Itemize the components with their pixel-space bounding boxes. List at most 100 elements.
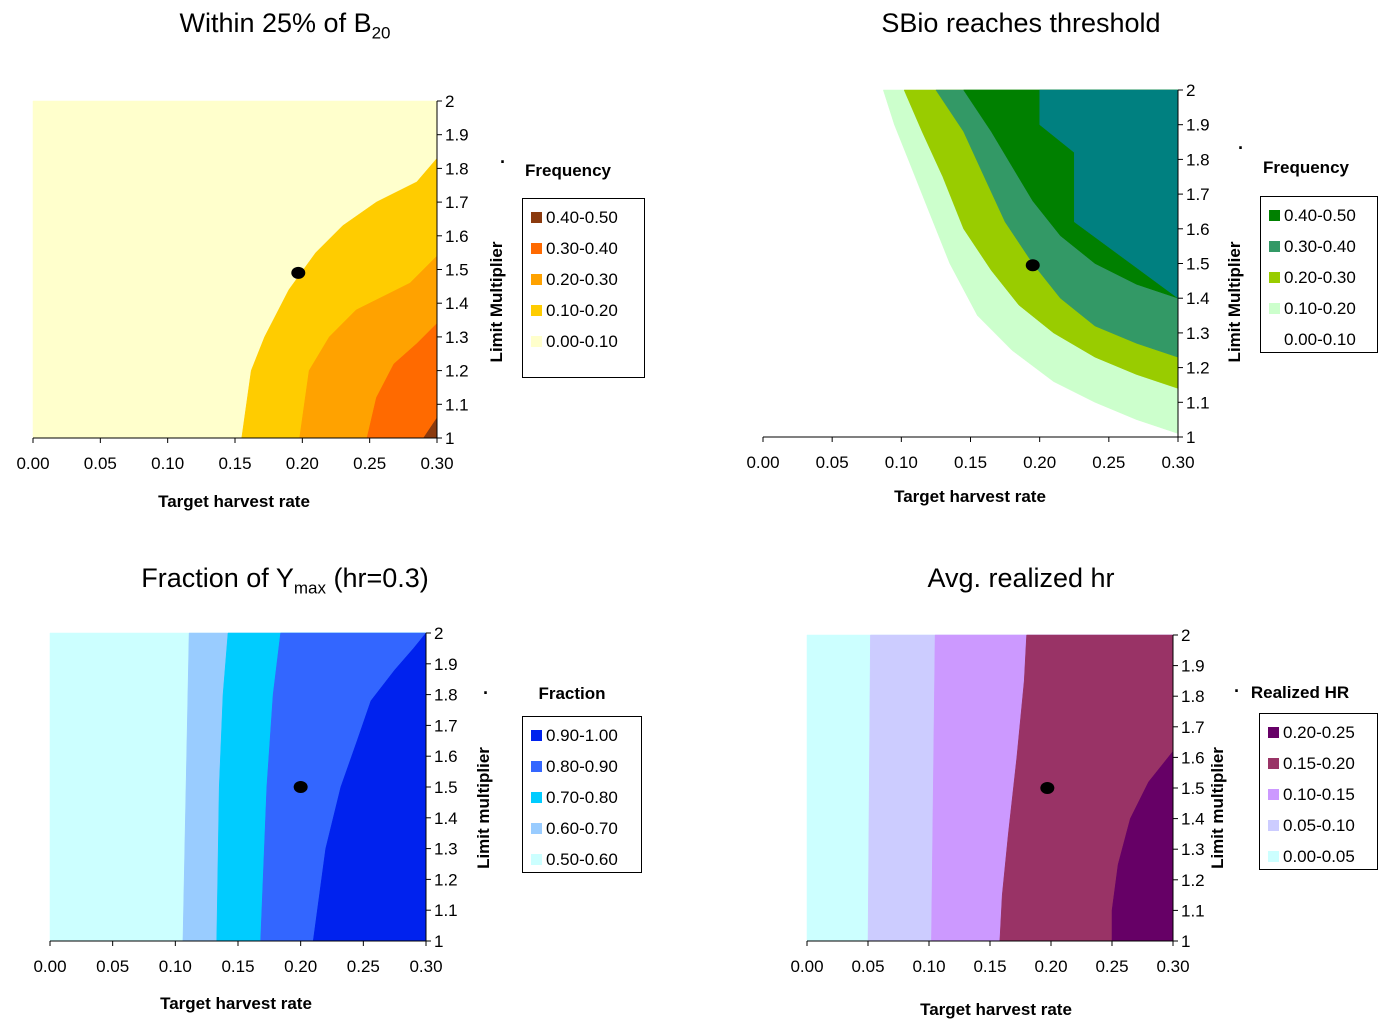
legend-swatch xyxy=(531,336,542,347)
x-tick-label: 0.10 xyxy=(159,957,192,976)
marker-dot: · xyxy=(1234,681,1240,701)
legend-swatch xyxy=(531,854,542,865)
legend-item: 0.00-0.10 xyxy=(531,326,638,357)
y-tick-label: 2 xyxy=(1186,81,1195,100)
chart-title: SBio reaches threshold xyxy=(881,8,1161,38)
chart-panel-sbio-threshold: 0.00 0.05 0.10 0.15 0.20 0.25 0.30 1 1.1 1.2 1.3 1.… xyxy=(689,0,1378,511)
legend-swatch xyxy=(531,730,542,741)
x-tick-label: 0.30 xyxy=(1161,453,1194,472)
y-tick-label: 1.1 xyxy=(445,395,469,414)
y-tick-label: 1.2 xyxy=(445,362,469,381)
x-tick-label: 0.10 xyxy=(151,454,184,473)
x-tick-label: 0.00 xyxy=(33,957,66,976)
legend-label: 0.20-0.30 xyxy=(1284,267,1356,287)
legend-item: 0.10-0.20 xyxy=(1269,293,1371,324)
x-tick-label: 0.00 xyxy=(16,454,49,473)
x-tick-label: 0.05 xyxy=(851,957,884,976)
y-tick-label: 1.7 xyxy=(1181,718,1205,737)
y-tick-label: 1.8 xyxy=(445,159,469,178)
chart-svg: 0.00 0.05 0.10 0.15 0.20 0.25 0.30 1 1.1 1.2 1.3 1.… xyxy=(746,81,1210,472)
x-tick-label: 0.25 xyxy=(1095,957,1128,976)
legend-label: 0.80-0.90 xyxy=(546,756,618,776)
chart-svg: 0.00 0.05 0.10 0.15 0.20 0.25 0.30 1 1.1 1.2 1.3 1.… xyxy=(790,626,1205,976)
legend-swatch xyxy=(531,305,542,316)
y-tick-label: 1.8 xyxy=(434,686,458,705)
x-tick-label: 0.10 xyxy=(912,957,945,976)
x-axis-label: Target harvest rate xyxy=(920,1000,1072,1019)
legend-title: Fraction xyxy=(538,684,606,703)
x-tick-label: 0.15 xyxy=(218,454,251,473)
legend-item: 0.20-0.30 xyxy=(531,264,638,295)
y-tick-label: 1.4 xyxy=(1186,289,1210,308)
legend: 0.90-1.00 0.80-0.90 0.70-0.80 0.60-0.70 0.50… xyxy=(522,716,642,873)
legend-title: Frequency xyxy=(525,161,611,180)
marker-dot: · xyxy=(500,152,506,172)
legend-item: 0.90-1.00 xyxy=(531,720,635,751)
chart-title: Avg. realized hr xyxy=(927,563,1115,593)
x-tick-label: 0.20 xyxy=(1023,453,1056,472)
chart-panel-realized-hr: 0.00 0.05 0.10 0.15 0.20 0.25 0.30 1 1.1 1.2 1.3 1.… xyxy=(689,511,1378,1023)
y-tick-label: 1.8 xyxy=(1181,687,1205,706)
y-tick-label: 1.9 xyxy=(434,655,458,674)
y-tick-label: 1.2 xyxy=(1186,359,1210,378)
chart-svg: 0.00 0.05 0.10 0.15 0.20 0.25 0.30 1 1.1 1.2 1.3 1.… xyxy=(33,624,458,976)
legend-label: 0.10-0.15 xyxy=(1283,784,1355,804)
marker-dot: · xyxy=(1238,138,1244,158)
x-tick-label: 0.05 xyxy=(84,454,117,473)
x-tick-label: 0.30 xyxy=(420,454,453,473)
legend-item: 0.80-0.90 xyxy=(531,751,635,782)
legend-label: 0.60-0.70 xyxy=(546,818,618,838)
legend-item: 0.00-0.05 xyxy=(1268,841,1371,872)
y-tick-label: 1.6 xyxy=(1186,220,1210,239)
legend-swatch xyxy=(1268,851,1279,862)
x-tick-label: 0.15 xyxy=(221,957,254,976)
y-tick-label: 1.3 xyxy=(1181,840,1205,859)
y-axis-label: Limit Multiplier xyxy=(1225,241,1244,363)
x-tick-label: 0.05 xyxy=(816,453,849,472)
y-tick-label: 2 xyxy=(445,92,454,111)
y-tick-label: 1.2 xyxy=(434,870,458,889)
legend-item: 0.15-0.20 xyxy=(1268,748,1371,779)
legend-swatch xyxy=(1268,789,1279,800)
y-tick-label: 1.4 xyxy=(1181,810,1205,829)
legend-swatch xyxy=(1269,334,1280,345)
y-tick-label: 1.6 xyxy=(1181,748,1205,767)
legend-swatch xyxy=(531,243,542,254)
y-tick-label: 1.3 xyxy=(434,840,458,859)
x-axis-label: Target harvest rate xyxy=(160,994,312,1013)
y-tick-label: 1.4 xyxy=(445,294,469,313)
legend-item: 0.05-0.10 xyxy=(1268,810,1371,841)
y-axis-label: Limit multiplier xyxy=(1208,747,1227,869)
legend-swatch xyxy=(531,274,542,285)
legend-label: 0.90-1.00 xyxy=(546,725,618,745)
x-tick-label: 0.25 xyxy=(353,454,386,473)
chart-panel-fraction-ymax: 0.00 0.05 0.10 0.15 0.20 0.25 0.30 1 1.1 1.2 1.3 1.… xyxy=(0,511,689,1022)
x-tick-label: 0.00 xyxy=(790,957,823,976)
x-tick-label: 0.10 xyxy=(885,453,918,472)
y-tick-label: 1.5 xyxy=(1181,779,1205,798)
x-tick-label: 0.20 xyxy=(286,454,319,473)
y-tick-label: 1 xyxy=(445,429,454,448)
marker-dot: · xyxy=(483,683,489,703)
legend-title: Frequency xyxy=(1263,158,1349,177)
legend-item: 0.60-0.70 xyxy=(531,813,635,844)
legend-swatch xyxy=(1269,303,1280,314)
y-tick-label: 1.1 xyxy=(434,901,458,920)
legend: 0.20-0.25 0.15-0.20 0.10-0.15 0.05-0.10 0.00… xyxy=(1259,713,1378,870)
legend-swatch xyxy=(1269,241,1280,252)
legend-swatch xyxy=(531,792,542,803)
y-tick-label: 1.9 xyxy=(1186,116,1210,135)
legend-label: 0.10-0.20 xyxy=(546,300,618,320)
legend-item: 0.10-0.15 xyxy=(1268,779,1371,810)
legend-label: 0.30-0.40 xyxy=(546,238,618,258)
x-tick-label: 0.25 xyxy=(1092,453,1125,472)
y-tick-label: 2 xyxy=(1181,626,1190,645)
legend-swatch xyxy=(531,823,542,834)
legend-swatch xyxy=(1269,272,1280,283)
legend-label: 0.20-0.25 xyxy=(1283,722,1355,742)
legend-item: 0.00-0.10 xyxy=(1269,324,1371,355)
chart-title: Within 25% of B20 xyxy=(179,8,391,43)
legend-label: 0.40-0.50 xyxy=(546,207,618,227)
y-axis-label: Limit multiplier xyxy=(474,747,493,869)
legend: 0.40-0.50 0.30-0.40 0.20-0.30 0.10-0.20 0.00… xyxy=(1260,196,1378,353)
